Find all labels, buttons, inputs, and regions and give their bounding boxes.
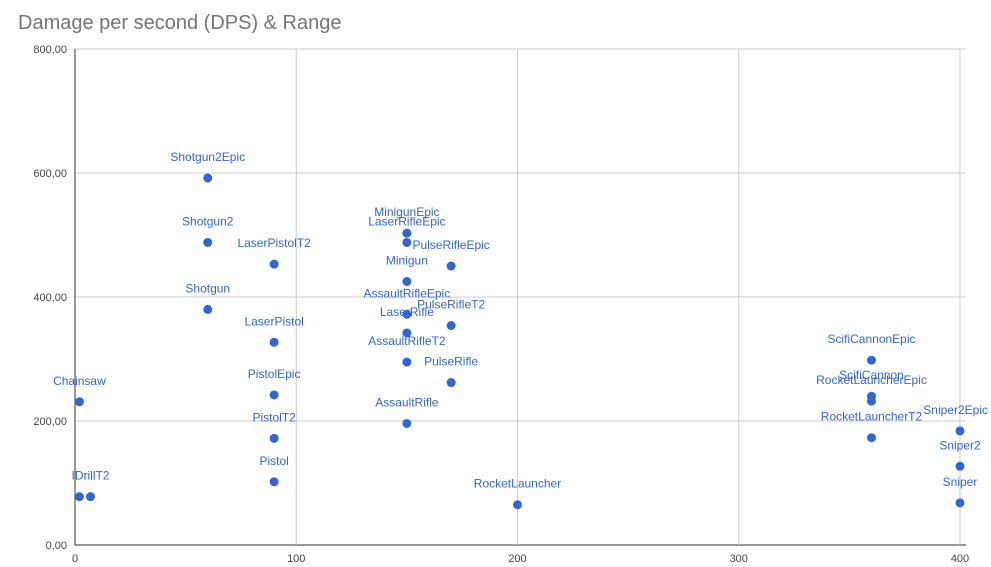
y-tick-label: 600,00 <box>33 168 67 180</box>
data-point <box>955 461 965 471</box>
data-point <box>867 433 876 443</box>
data-point <box>513 500 522 510</box>
data-label: MinigunEpic <box>374 205 439 219</box>
data-label: Sniper <box>943 475 978 489</box>
tick-layer: 0,00 200,00 400,00 600,00 800,00 0 100 200 300 40… <box>33 44 969 565</box>
data-point <box>269 477 279 487</box>
data-point <box>85 492 95 502</box>
data-point <box>203 173 213 183</box>
data-point <box>446 378 456 388</box>
data-point <box>74 397 84 407</box>
data-point <box>402 357 412 367</box>
data-label: PistolEpic <box>248 367 301 381</box>
data-label: IDrillT2 <box>71 469 109 483</box>
data-point <box>402 277 412 286</box>
data-label: LaserPistol <box>244 314 303 328</box>
data-label: AssaultRifleT2 <box>368 334 446 348</box>
data-point <box>269 337 279 347</box>
data-label: ScifiCannon <box>839 368 904 382</box>
y-tick-label: 0,00 <box>46 540 67 552</box>
x-tick-label: 100 <box>287 553 305 565</box>
data-point <box>203 304 213 314</box>
x-tick-label: 200 <box>508 553 526 565</box>
data-point <box>203 237 213 247</box>
data-label: Sniper2 <box>939 438 981 452</box>
label-layer: Chainsaw IDrillT2 Shotgun2Epic Shotgun2 Shot… <box>53 150 988 491</box>
data-label: PulseRifleEpic <box>412 238 489 252</box>
data-label: RocketLauncherEpic <box>816 373 927 387</box>
data-point <box>867 355 876 365</box>
x-tick-label: 400 <box>951 553 969 565</box>
data-label: LaserRifleEpic <box>368 214 445 228</box>
data-point <box>402 418 412 428</box>
data-label: Sniper2Epic <box>923 403 988 417</box>
data-label: PulseRifleT2 <box>417 298 485 312</box>
data-label: LaserPistolT2 <box>237 236 311 250</box>
data-point <box>402 309 412 319</box>
data-label: PulseRifle <box>424 355 478 369</box>
data-point <box>74 492 84 502</box>
data-label: Minigun <box>386 254 428 268</box>
data-label: RocketLauncherT2 <box>821 410 923 424</box>
y-tick-label: 400,00 <box>33 292 67 304</box>
data-point <box>269 390 279 400</box>
data-label: PistolT2 <box>252 410 296 424</box>
data-label: RocketLauncher <box>474 477 561 491</box>
x-tick-label: 0 <box>72 553 78 565</box>
chart-title: Damage per second (DPS) & Range <box>18 12 342 34</box>
data-point <box>955 426 965 436</box>
grid-layer <box>74 48 966 546</box>
data-label: Pistol <box>259 454 288 468</box>
y-tick-label: 800,00 <box>33 44 67 56</box>
data-point <box>269 259 279 269</box>
data-label: ScifiCannonEpic <box>827 332 915 346</box>
data-label: AssaultRifle <box>375 395 439 409</box>
data-point <box>402 237 412 247</box>
data-point <box>867 396 876 406</box>
data-label: Shotgun2 <box>182 214 234 228</box>
data-point <box>402 328 412 338</box>
data-label: Shotgun2Epic <box>170 150 245 164</box>
y-tick-label: 200,00 <box>33 416 67 428</box>
data-label: Shotgun <box>185 281 230 295</box>
data-label: AssaultRifleEpic <box>364 286 451 300</box>
point-layer <box>74 173 965 510</box>
data-label: Chainsaw <box>53 374 106 388</box>
data-point <box>955 498 965 508</box>
data-point <box>402 228 412 238</box>
data-point <box>446 321 456 331</box>
x-tick-label: 300 <box>730 553 748 565</box>
data-point <box>269 433 279 443</box>
data-label: LaserRifle <box>380 305 434 319</box>
data-point <box>446 261 456 271</box>
